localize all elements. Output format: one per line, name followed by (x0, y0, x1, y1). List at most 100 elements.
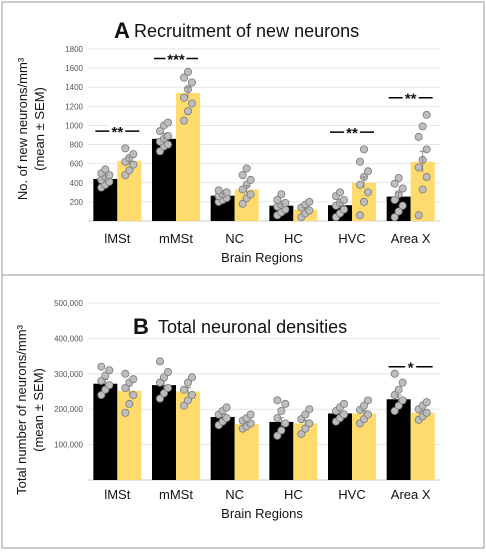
panel-b-category-label: NC (225, 487, 244, 502)
panel-b-data-point (163, 383, 172, 392)
panel-a-data-point (422, 110, 431, 119)
panel-a-data-point (238, 199, 247, 208)
panel-a-data-point (398, 184, 407, 193)
panel-a-data-point (359, 145, 368, 154)
panel-b-category-label: lMSt (104, 487, 130, 502)
panel-a-data-point (394, 207, 403, 216)
panel-a-ylabel: No. of new neurons/mm³ (15, 57, 30, 200)
panel-b-significance-label: * (408, 360, 414, 377)
panel-b-ylabel: Total number of neurons/mm³ (14, 324, 29, 494)
panel-a-data-point (339, 195, 348, 204)
panel-b-data-point (305, 419, 314, 428)
panel-a-data-point (359, 197, 368, 206)
panel-a-data-point (246, 190, 255, 199)
panel-b-data-point (129, 375, 138, 384)
panel-b-category-label: HVC (338, 487, 365, 502)
panel-a-data-point (179, 73, 188, 82)
panel-b-category-label: mMSt (159, 487, 193, 502)
panel-b-data-point (281, 399, 290, 408)
panel-b-data-point (183, 396, 192, 405)
panel-a-data-point (183, 67, 192, 76)
panel-b-bar (93, 383, 118, 480)
panel-a-xlabel: Brain Regions (221, 250, 303, 265)
panel-b-data-point (305, 405, 314, 414)
panel-a-bar (152, 138, 176, 221)
panel-b-title: Total neuronal densities (158, 317, 347, 337)
panel-b-bar (176, 391, 200, 480)
panel-a-data-point (398, 201, 407, 210)
panel-b-data-point (97, 391, 106, 400)
panel-a-data-point (129, 150, 138, 159)
panel-b-data-point (222, 414, 231, 423)
panel-a-data-point (414, 132, 423, 141)
panel-b-data-point (121, 408, 130, 417)
panel-b-data-point (297, 429, 306, 438)
panel-a-letter: A (114, 18, 130, 43)
panel-b-data-point (105, 381, 114, 390)
panel-b-data-point (179, 401, 188, 410)
panel-a-data-point (101, 165, 110, 174)
panel-b-data-point (277, 426, 286, 435)
panel-a-data-point (418, 122, 427, 131)
panel-b-data-point (121, 369, 130, 378)
panel-a-data-point (422, 173, 431, 182)
panel-b-data-point (155, 394, 164, 403)
panel-a-ytick-label: 1800 (65, 45, 83, 54)
panel-b-data-point (183, 378, 192, 387)
panel-a-data-point (121, 144, 130, 153)
panel-a-data-point (418, 185, 427, 194)
panel-a-category-label: Area X (391, 231, 431, 246)
panel-b-ytick-label: 500,000 (54, 299, 83, 308)
panel-a-ytick-label: 1600 (65, 64, 83, 73)
panel-b-data-point (163, 368, 172, 377)
panel-b-data-point (359, 401, 368, 410)
panel-a-category-label: HC (284, 231, 303, 246)
panel-b-bar (293, 423, 318, 480)
panel-a-data-point (305, 197, 314, 206)
panel-a-plot: 200 400 600 800 1000 1200 1400 1600 1800 lMSt mMSt… (65, 45, 440, 246)
panel-b-category-label: Area X (391, 487, 431, 502)
panel-a-data-point (335, 188, 344, 197)
panel-a-significance-label: *** (167, 52, 185, 69)
panel-b-data-point (390, 369, 399, 378)
panel-b-plot: 100,000 200,000 300,000 400,000 500,000 lMSt m… (54, 299, 440, 502)
panel-a-ytick-label: 800 (70, 141, 84, 150)
panel-a-data-point (238, 171, 247, 180)
panel-a-data-point (355, 180, 364, 189)
panel-a-significance-bg (165, 52, 187, 65)
panel-b-data-point (363, 410, 372, 419)
panel-b-data-point (398, 396, 407, 405)
panel-a-ytick-label: 1000 (65, 121, 83, 130)
panel-a-category-label: HVC (338, 231, 365, 246)
panel-b-bar (328, 413, 352, 480)
panel-b-data-point (363, 396, 372, 405)
panel-a-data-point (163, 140, 172, 149)
panel-a-data-point (414, 211, 423, 220)
panel-b-data-point (125, 399, 134, 408)
panel-b-data-point (187, 391, 196, 400)
panel-a-data-point (394, 173, 403, 182)
panel-b-data-point (105, 366, 114, 375)
panel-a-data-point (273, 195, 282, 204)
panel-a-data-point (179, 116, 188, 125)
panel-b-data-point (398, 378, 407, 387)
panel-b-data-point (273, 396, 282, 405)
panel-a-category-label: mMSt (159, 231, 193, 246)
panel-b-data-point (155, 357, 164, 366)
panel-b-data-point (339, 410, 348, 419)
panel-b-data-point (339, 399, 348, 408)
panel-a-data-point (414, 163, 423, 172)
panel-b-data-point (281, 419, 290, 428)
panel-b-data-point (222, 403, 231, 412)
panel-a-data-point (363, 188, 372, 197)
panel-a-data-point (187, 99, 196, 108)
panel-a-data-point (339, 205, 348, 214)
panel-a-category-label: lMSt (104, 231, 130, 246)
panel-a-ytick-label: 1200 (65, 102, 83, 111)
panel-b-bar (210, 416, 235, 480)
panel-b-data-point (246, 410, 255, 419)
panel-b-data-point (273, 431, 282, 440)
panel-a-data-point (422, 145, 431, 154)
